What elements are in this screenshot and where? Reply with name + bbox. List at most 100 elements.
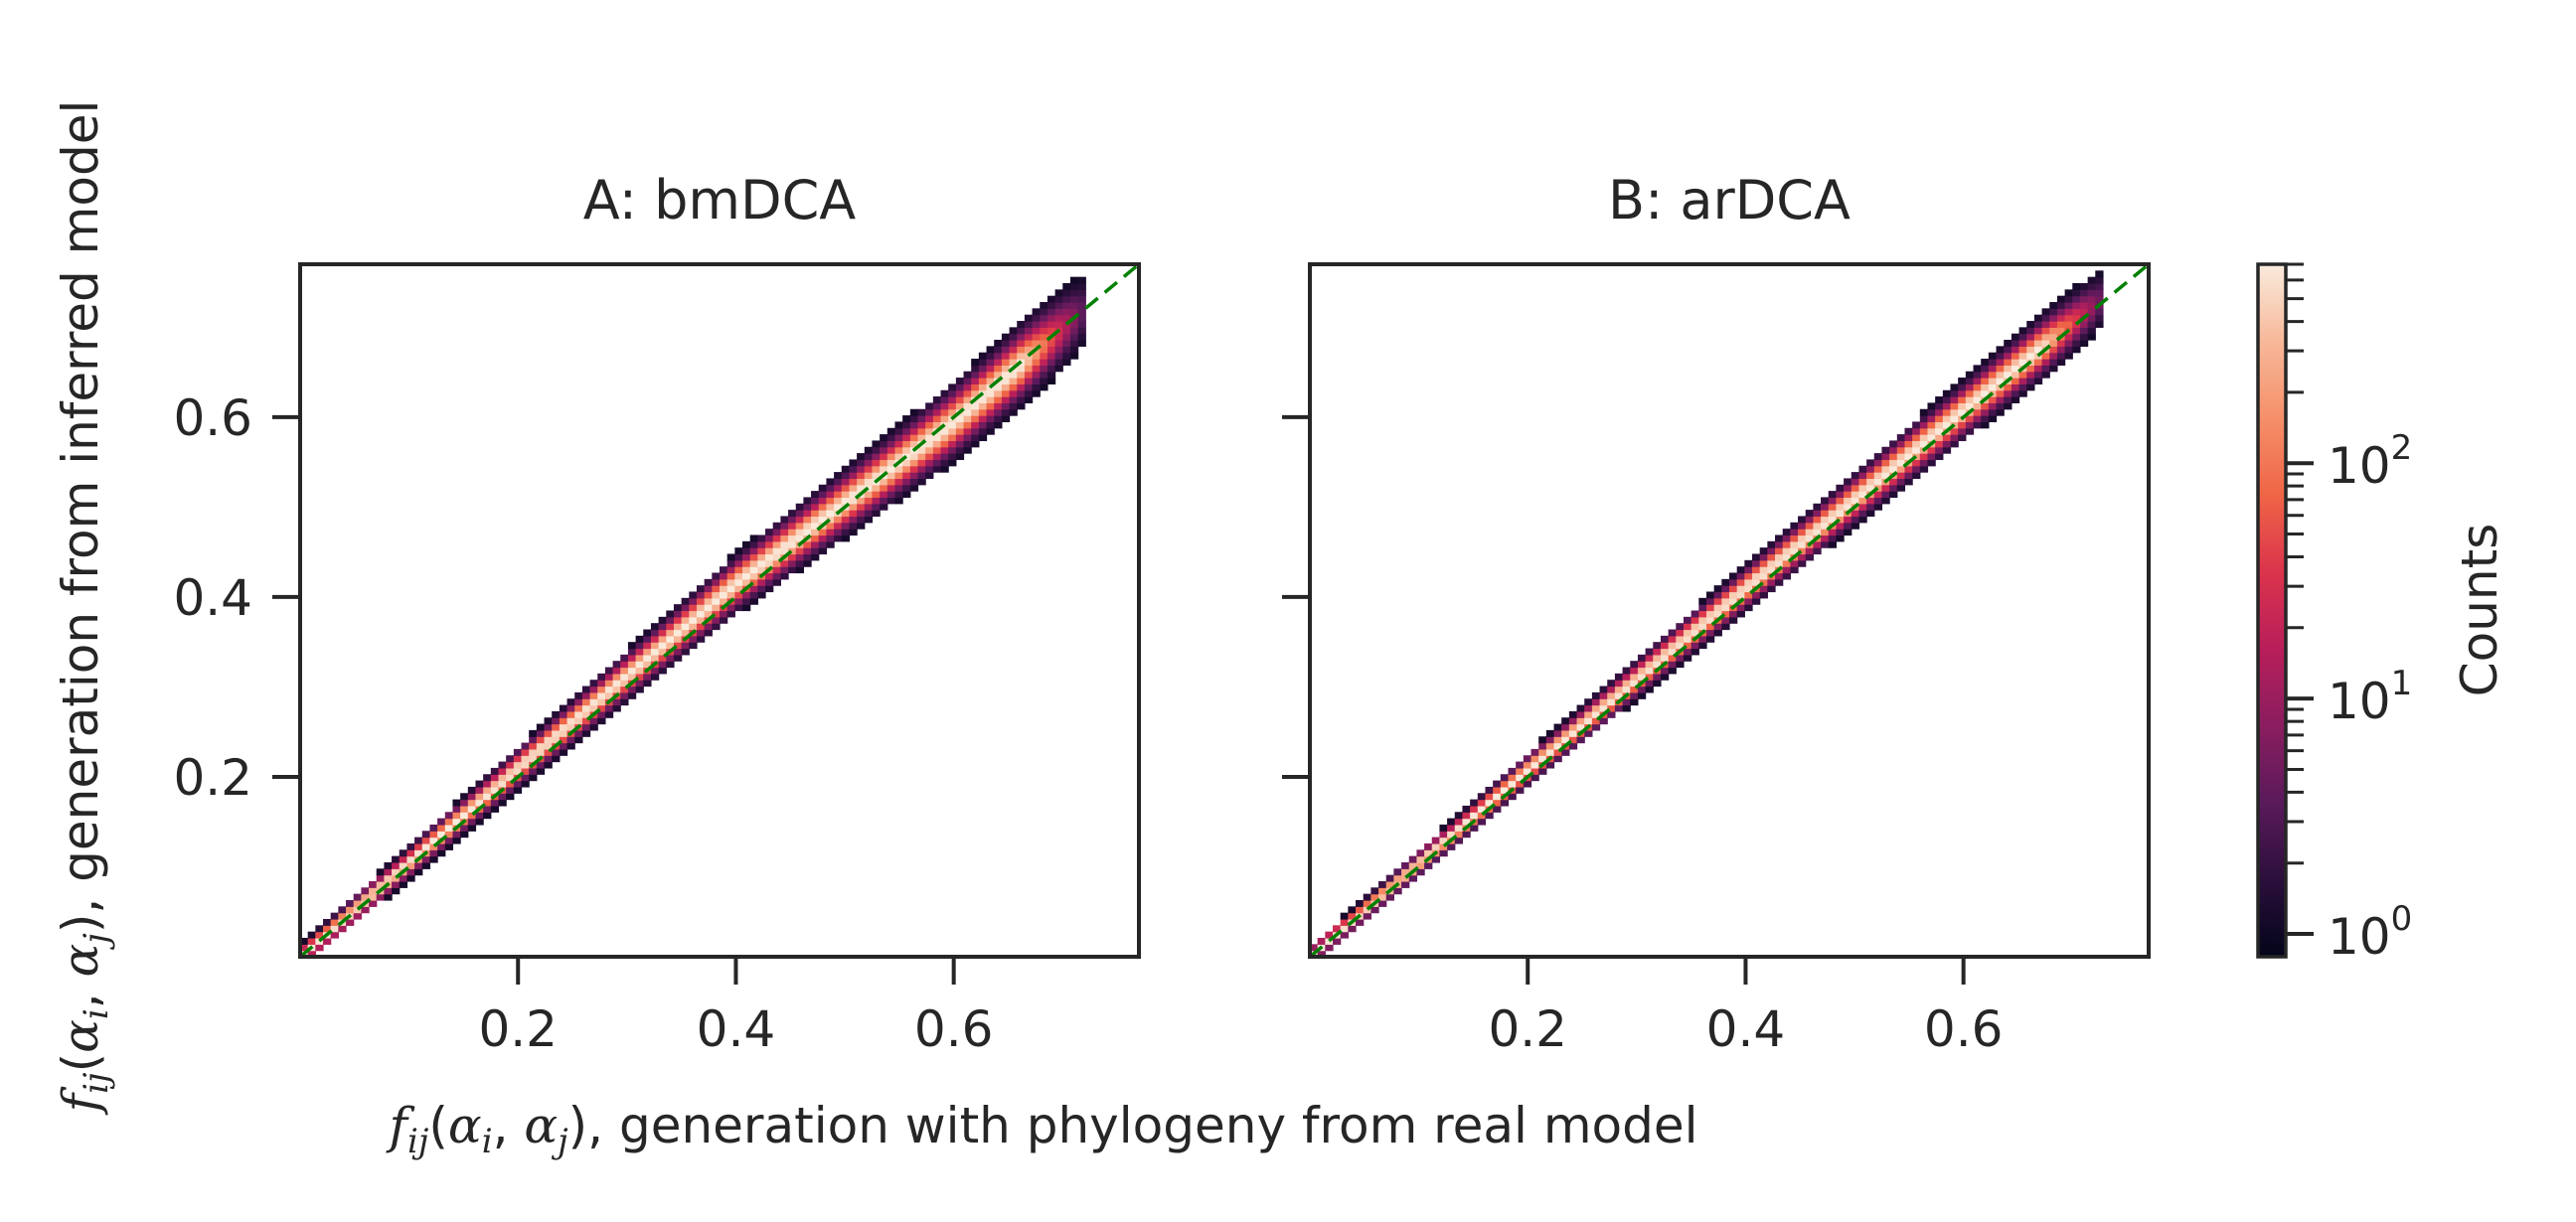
heatmap-cell (803, 540, 812, 548)
y-tick-label: 0.6 (173, 389, 252, 447)
heatmap-cell (1340, 925, 1349, 933)
colorbar-tick-base: 10 (2328, 673, 2391, 730)
heatmap-cell (1637, 654, 1647, 662)
heatmap-cell (2087, 302, 2096, 309)
heatmap-cell (1965, 383, 1975, 391)
heatmap-cell (597, 710, 606, 718)
heatmap-cell (902, 421, 911, 429)
heatmap-cell (1981, 383, 1990, 391)
heatmap-cell (597, 686, 606, 693)
heatmap-cell (1836, 491, 1845, 499)
heatmap-cell (994, 402, 1003, 410)
heatmap-cell (902, 484, 911, 492)
heatmap-cell (635, 642, 644, 650)
heatmap-cell (1424, 861, 1433, 869)
heatmap-cell (1523, 761, 1532, 769)
heatmap-cell (1873, 484, 1883, 492)
y-axis-label-open: ( (52, 1053, 109, 1073)
heatmap-cell (323, 937, 332, 945)
heatmap-cell (986, 396, 995, 403)
heatmap-cell (1614, 686, 1624, 693)
heatmap-cell (1927, 408, 1936, 416)
heatmap-cell (1032, 340, 1041, 347)
heatmap-cell (399, 880, 408, 888)
heatmap-cell (1767, 585, 1776, 593)
heatmap-cell (2041, 308, 2050, 316)
heatmap-cell (834, 472, 843, 480)
heatmap-cell (811, 529, 820, 536)
heatmap-cell (1385, 880, 1394, 888)
heatmap-cell (1561, 717, 1570, 725)
heatmap-cell (712, 610, 721, 618)
heatmap-cell (1904, 465, 1913, 473)
heatmap-cell (948, 440, 957, 448)
heatmap-cell (1912, 459, 1921, 467)
heatmap-cell (726, 553, 735, 561)
heatmap-cell (749, 585, 758, 593)
heatmap-cell (726, 578, 735, 586)
heatmap-cell (742, 553, 751, 561)
heatmap-cell (1062, 327, 1071, 335)
x-axis-label-alpha-i: α (448, 1097, 482, 1154)
heatmap-cell (1958, 383, 1967, 391)
heatmap-cell (506, 761, 515, 769)
heatmap-cell (757, 540, 766, 548)
heatmap-cell (2049, 308, 2058, 316)
heatmap-cell (2041, 371, 2050, 379)
heatmap-cell (604, 691, 614, 699)
heatmap-cell (620, 680, 629, 687)
heatmap-cell (1054, 314, 1063, 322)
heatmap-cell (1736, 572, 1745, 580)
heatmap-cell (994, 396, 1003, 403)
heatmap-cell (1462, 812, 1471, 820)
heatmap-cell (544, 742, 553, 750)
heatmap-cell (772, 578, 781, 586)
heatmap-cell (1705, 591, 1715, 599)
heatmap-cell (2041, 365, 2050, 373)
heatmap-cell (1683, 629, 1692, 637)
heatmap-cell (2056, 352, 2066, 360)
heatmap-cell (948, 396, 957, 403)
heatmap-cell (909, 421, 919, 429)
heatmap-cell (932, 434, 942, 442)
heatmap-cell (1009, 340, 1018, 347)
heatmap-cell (506, 774, 515, 782)
heatmap-cell (1798, 540, 1807, 548)
heatmap-cell (1889, 459, 1898, 467)
heatmap-cell (841, 484, 851, 492)
heatmap-cell (650, 629, 660, 637)
heatmap-cell (681, 642, 690, 650)
heatmap-cell (963, 371, 972, 379)
heatmap-cell (2004, 340, 2012, 347)
heatmap-cell (1851, 510, 1860, 518)
heatmap-cell (994, 383, 1003, 391)
heatmap-cell (1912, 446, 1921, 454)
heatmap-cell (2004, 396, 2012, 403)
heatmap-cell (1759, 572, 1768, 580)
heatmap-cell (2049, 346, 2058, 354)
heatmap-cell (1370, 906, 1379, 914)
heatmap-cell (795, 516, 804, 524)
heatmap-cell (1821, 497, 1830, 505)
heatmap-cell (544, 717, 553, 725)
heatmap-cell (529, 736, 538, 744)
heatmap-cell (925, 459, 934, 467)
heatmap-cell (1759, 591, 1768, 599)
heatmap-cell (2064, 308, 2073, 316)
heatmap-cell (963, 396, 972, 403)
heatmap-cell (1500, 780, 1510, 788)
heatmap-cell (1009, 346, 1018, 354)
heatmap-cell (902, 453, 911, 461)
heatmap-cell (574, 717, 583, 725)
heatmap-cell (1645, 667, 1654, 675)
heatmap-cell (818, 503, 828, 511)
heatmap-cell (1040, 378, 1048, 384)
colorbar-tick-base: 10 (2328, 908, 2391, 966)
heatmap-cell (1637, 691, 1647, 699)
heatmap-cell (1958, 396, 1967, 403)
heatmap-cell (1988, 402, 1998, 410)
heatmap-cell (749, 591, 758, 599)
heatmap-cell (2018, 333, 2027, 341)
heatmap-cell (1568, 723, 1578, 731)
heatmap-cell (857, 522, 866, 530)
